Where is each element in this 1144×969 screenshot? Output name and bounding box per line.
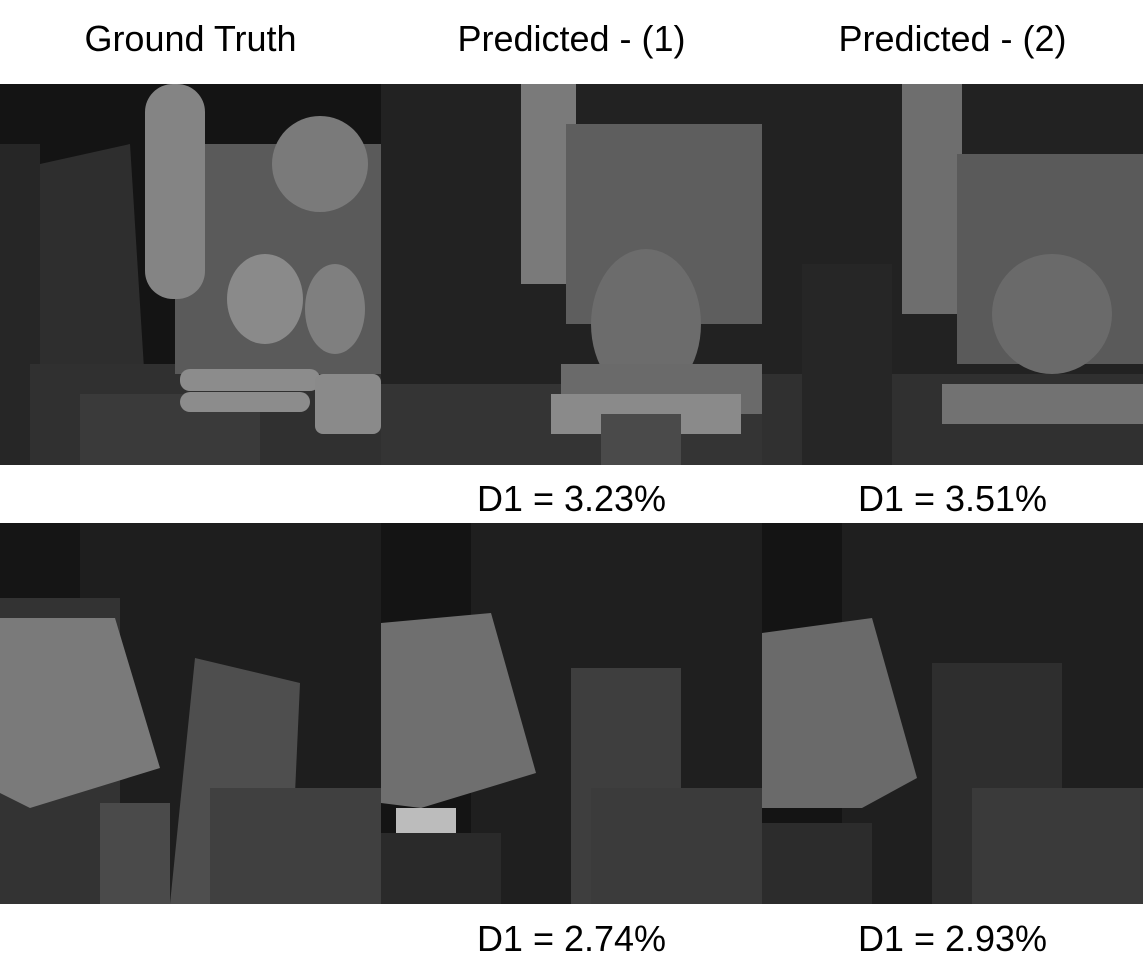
disparity-map-row2-ground-truth [0, 523, 381, 904]
d1-metric-row1-predicted-2: D1 = 3.51% [857, 478, 1048, 519]
disparity-map-row1-ground-truth [0, 84, 381, 465]
column-title-predicted-1: Predicted - (1) [457, 18, 686, 59]
d1-metric-row2-predicted-1: D1 = 2.74% [476, 918, 667, 959]
column-title-predicted-2: Predicted - (2) [838, 18, 1067, 59]
d1-metric-row1-predicted-1: D1 = 3.23% [476, 478, 667, 519]
disparity-map-row1-predicted-2 [762, 84, 1143, 465]
disparity-map-row2-predicted-1 [381, 523, 762, 904]
disparity-map-row1-predicted-1 [381, 84, 762, 465]
disparity-map-row2-predicted-2 [762, 523, 1143, 904]
column-title-ground-truth: Ground Truth [84, 18, 297, 59]
d1-metric-row2-predicted-2: D1 = 2.93% [857, 918, 1048, 959]
